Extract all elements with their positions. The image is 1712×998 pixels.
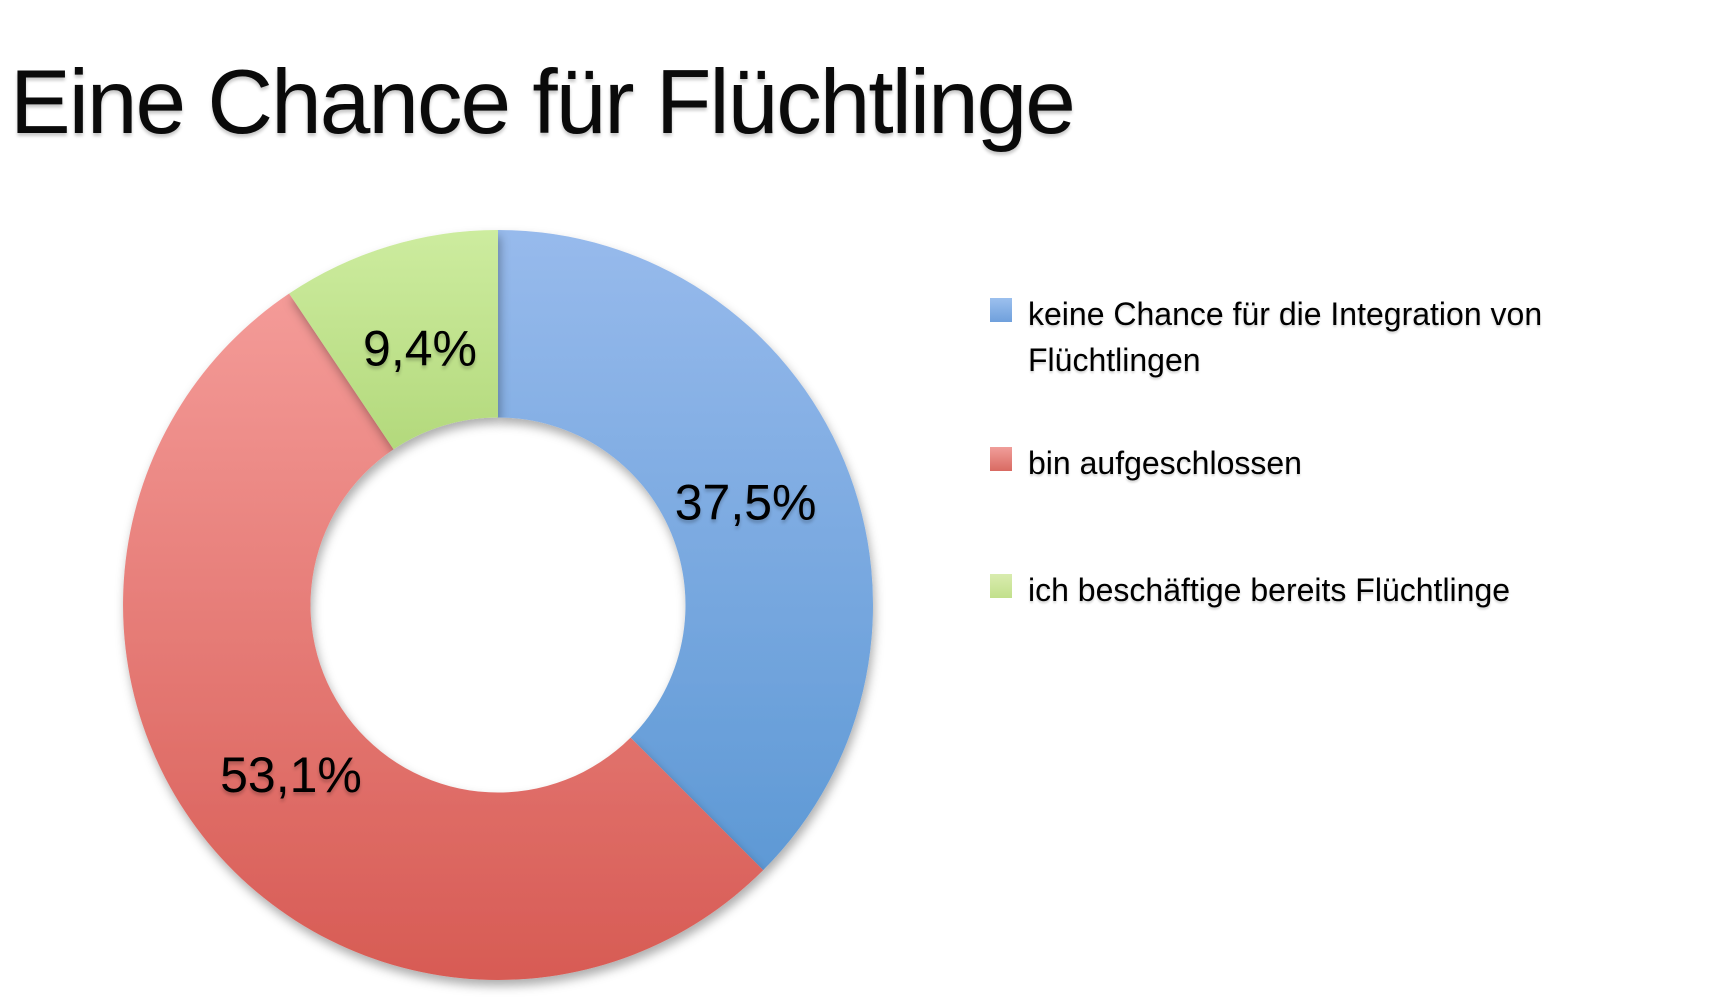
slice-value-label-1: 53,1% <box>220 747 362 803</box>
pie-slice-1 <box>123 293 764 980</box>
page-title: Eine Chance für Flüchtlinge <box>10 51 1076 153</box>
slice-value-label-0: 37,5% <box>675 474 817 530</box>
pie-slice-2 <box>289 230 498 450</box>
slice-value-label-2: 9,4% <box>363 321 477 377</box>
pie-slice-0 <box>498 230 874 871</box>
